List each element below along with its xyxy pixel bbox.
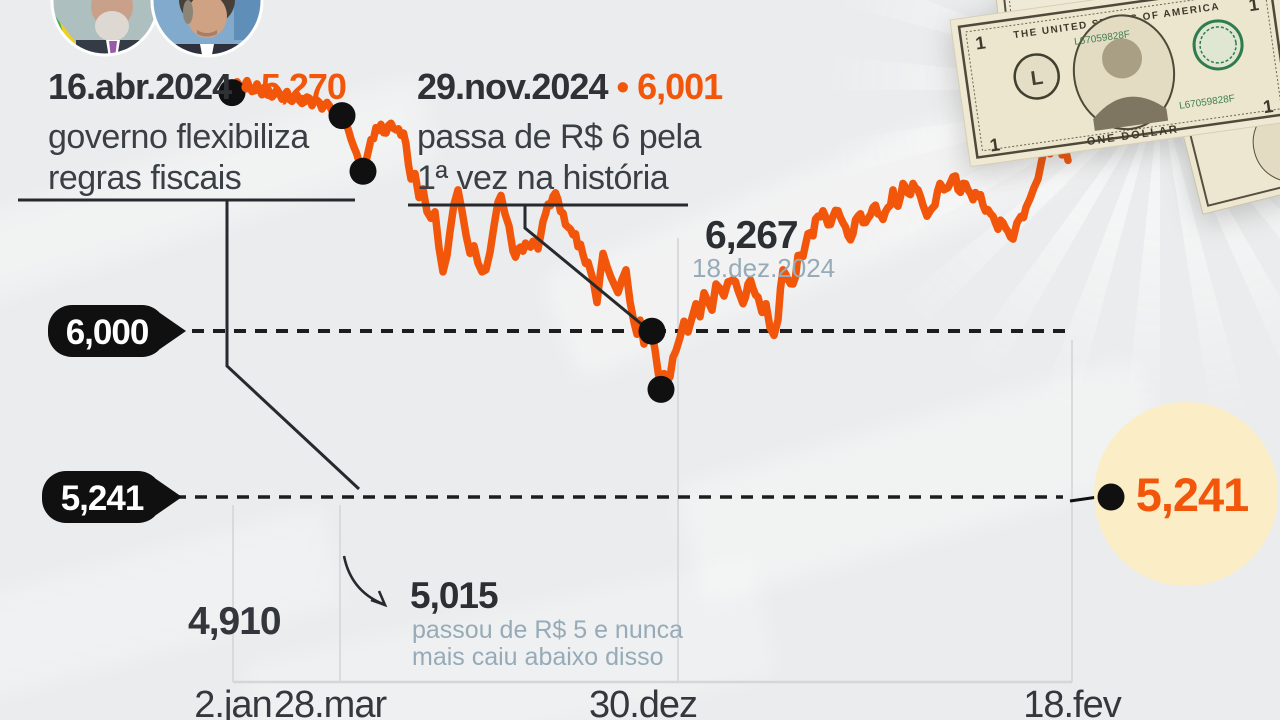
haddad-portrait xyxy=(150,0,264,58)
denomination: 1 xyxy=(974,32,987,53)
dollar-bill-front: THE UNITED STATES OF AMERICA L L67059828… xyxy=(949,0,1280,168)
seal-letter: L xyxy=(1029,67,1044,90)
callout-lines xyxy=(18,198,688,491)
annotation-november-headline: 29.nov.2024 • 6,001 xyxy=(417,66,723,108)
event-dot-5,270 xyxy=(349,157,377,185)
denomination: 1 xyxy=(1247,0,1260,15)
annotation-november-line1: passa de R$ 6 pela xyxy=(417,118,701,156)
exchange-rate-line xyxy=(228,76,1072,394)
annotation-november-date: 29.nov.2024 xyxy=(417,66,608,107)
x-axis-labels: 2.jan 28.mar 30.dez 18.fev xyxy=(194,684,1122,720)
november-callout-line xyxy=(523,205,646,329)
annotation-november-line2: 1ª vez na história xyxy=(417,159,669,197)
r5-value-label: 5,015 xyxy=(410,575,498,616)
annotation-april: 16.abr.2024 • 5,270 governo flexibiliza … xyxy=(48,66,347,199)
denomination: 1 xyxy=(1262,96,1275,117)
peak-date-label: 18.dez.2024 xyxy=(692,253,835,283)
gridlines xyxy=(232,238,1073,682)
lula-portrait xyxy=(50,0,160,57)
event-dots xyxy=(218,79,1125,511)
x-axis-label-28.mar: 28.mar xyxy=(274,684,388,720)
end-dot-connector xyxy=(1069,495,1099,503)
treasury-seal xyxy=(1192,19,1244,71)
end-value-bubble xyxy=(1094,402,1278,586)
event-dot-5,241 xyxy=(1097,483,1125,511)
peak-value-label: 6,267 xyxy=(705,214,798,257)
annotation-april-value: 5,270 xyxy=(260,66,347,107)
portrait-head xyxy=(1102,38,1143,79)
x-axis-label-18.fev: 18.fev xyxy=(1023,684,1122,720)
start-value-label: 4,910 xyxy=(188,600,281,643)
event-dot-6,267 xyxy=(647,375,675,403)
annotation-april-headline: 16.abr.2024 • 5,270 xyxy=(48,66,347,108)
value-pill-5241: 5,241 xyxy=(42,471,182,523)
bullet-icon: • xyxy=(616,66,629,107)
april-callout-line xyxy=(225,200,361,491)
dollar-bills-photo: THE UNITED STATES OF AMERICA L L67059828… xyxy=(949,0,1280,215)
event-dot-5,015 xyxy=(328,102,356,130)
annotation-november-value: 6,001 xyxy=(637,66,723,107)
x-axis-label-30.dez: 30.dez xyxy=(589,684,697,720)
r5-note-line2: mais caiu abaixo disso xyxy=(412,643,664,671)
denomination: 1 xyxy=(988,134,1001,155)
end-value-label: 5,241 xyxy=(1136,468,1249,521)
r5-arrow xyxy=(342,555,388,608)
pill-6000-label: 6,000 xyxy=(66,313,149,352)
annotation-april-line2: regras fiscais xyxy=(48,159,242,197)
event-dot-4,910 xyxy=(218,79,246,107)
annotation-april-line1: governo flexibiliza xyxy=(48,118,309,156)
annotation-april-date: 16.abr.2024 xyxy=(48,66,232,107)
x-axis-label-2.jan: 2.jan xyxy=(194,684,271,720)
pill-5241-label: 5,241 xyxy=(61,479,144,518)
federal-reserve-seal xyxy=(1013,53,1060,100)
value-pill-6000: 6,000 xyxy=(48,305,186,357)
bullet-icon: • xyxy=(240,66,253,107)
event-dot-6,001 xyxy=(638,317,666,345)
r5-note-line1: passou de R$ 5 e nunca xyxy=(412,616,683,644)
annotation-november: 29.nov.2024 • 6,001 passa de R$ 6 pela 1… xyxy=(417,66,723,199)
portrait-shoulders xyxy=(1093,96,1169,131)
